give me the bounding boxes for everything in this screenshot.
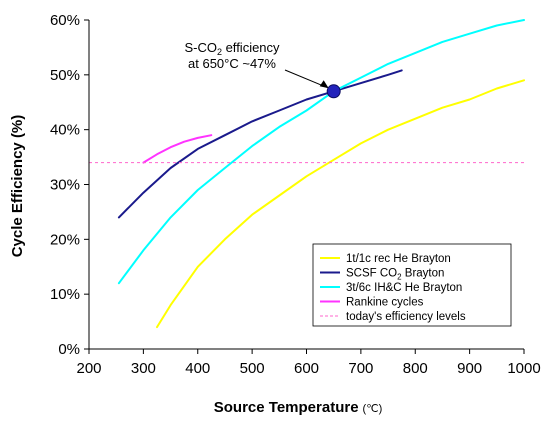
x-tick-label: 900: [457, 360, 482, 377]
series-line-3: [142, 134, 213, 164]
series-line-2: [117, 19, 525, 285]
y-tick-label: 50%: [50, 67, 80, 84]
y-axis-title: Cycle Efficiency (%): [9, 115, 26, 258]
x-tick-label: 1000: [507, 360, 540, 377]
annotation-arrow-line: [284, 69, 327, 88]
x-tick-label: 400: [185, 360, 210, 377]
annotation-line1: S-CO2 efficiency: [184, 40, 280, 57]
series-line-1: [117, 69, 403, 219]
y-tick-label: 60%: [50, 12, 80, 29]
highlight-point: [326, 84, 341, 99]
x-axis-title: Source Temperature (℃): [214, 399, 382, 416]
legend-label-3: Rankine cycles: [346, 297, 424, 309]
series-layer: [117, 19, 525, 329]
y-tick-label: 40%: [50, 122, 80, 139]
y-tick-label: 10%: [50, 286, 80, 303]
tick-layer: 0% 10% 20% 30% 40% 50% 60% 200 300 400 500 600 700 80…: [50, 12, 541, 377]
y-tick-label: 20%: [50, 231, 80, 248]
annotation: S-CO2 efficiency at 650°C ~47%: [184, 40, 341, 99]
legend-label-0: 1t/1c rec He Brayton: [346, 253, 451, 265]
x-tick-label: 300: [131, 360, 156, 377]
legend-box: [312, 243, 512, 327]
x-tick-label: 500: [240, 360, 265, 377]
legend-label-2: 3t/6c IH&C He Brayton: [346, 282, 462, 294]
y-tick-label: 30%: [50, 177, 80, 194]
series-line-0: [156, 79, 525, 329]
annotation-arrow-head: [319, 80, 329, 89]
legend: 1t/1c rec He Brayton SCSF CO2 Brayton3t/6…: [312, 243, 512, 327]
legend-label-1: SCSF CO2 Brayton: [346, 268, 444, 282]
x-tick-label: 800: [403, 360, 428, 377]
legend-label-4: today's efficiency levels: [346, 311, 466, 323]
x-tick-label: 200: [76, 360, 101, 377]
x-tick-label: 600: [294, 360, 319, 377]
y-tick-label: 0%: [58, 341, 80, 358]
x-tick-label: 700: [348, 360, 373, 377]
annotation-line2: at 650°C ~47%: [188, 56, 276, 71]
